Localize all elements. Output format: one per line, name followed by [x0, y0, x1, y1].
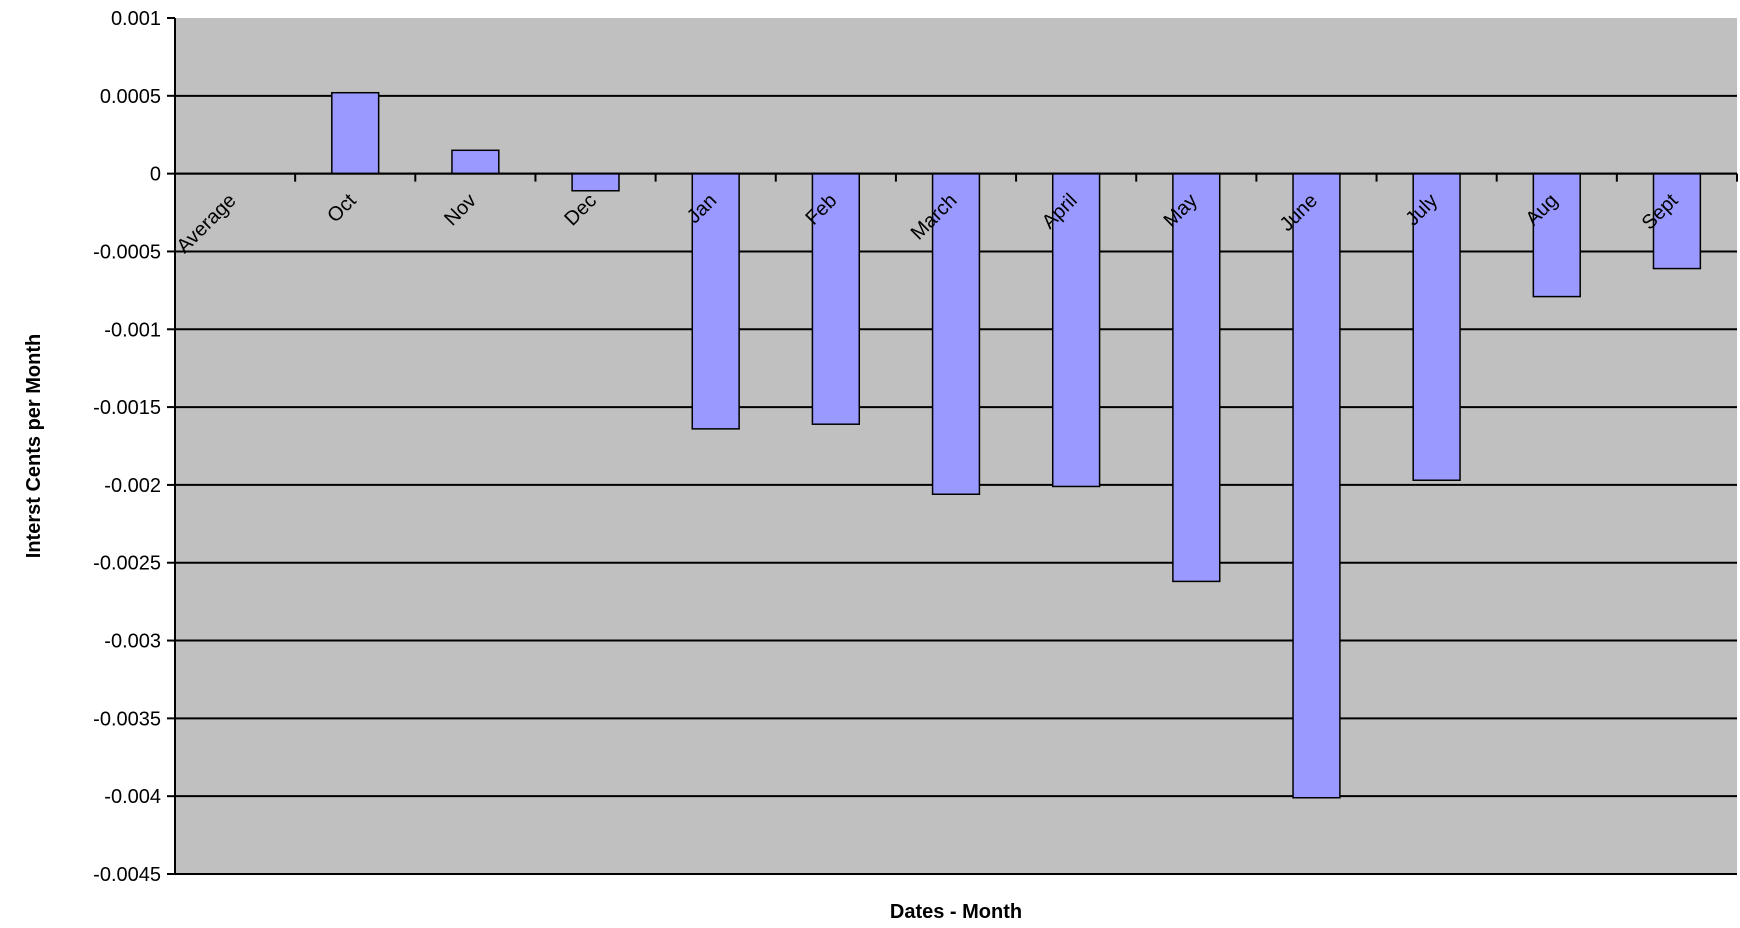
y-tick-label: 0	[150, 164, 161, 186]
bar-july	[1412, 172, 1461, 481]
bar-feb	[811, 172, 861, 425]
bar-aug	[1532, 172, 1581, 298]
bars	[331, 91, 1702, 799]
y-tick-label: -0.001	[104, 319, 161, 341]
bar-may	[1172, 172, 1221, 583]
y-tick-label: -0.0005	[93, 241, 161, 263]
y-axis-title: Interst Cents per Month	[23, 334, 45, 558]
bar-april	[1051, 172, 1101, 488]
y-tick-label: -0.0015	[93, 397, 161, 419]
bar-jan	[691, 172, 740, 430]
bar-march	[931, 172, 981, 495]
x-axis-title: Dates - Month	[890, 901, 1022, 923]
bar-dec	[571, 172, 620, 192]
y-tick-label: 0.001	[111, 8, 161, 30]
bar-sept	[1652, 172, 1702, 270]
y-tick-label: -0.0025	[93, 553, 161, 575]
bar-oct	[331, 91, 380, 175]
y-tick-label: 0.0005	[100, 86, 161, 108]
y-tick-label: -0.0045	[93, 864, 161, 886]
y-tick-labels: 0.001 0.0005 0 -0.0005 -0.001 -0.0015 -0.002 -0…	[93, 8, 161, 886]
y-tick-label: -0.003	[104, 631, 161, 653]
axes	[167, 17, 1738, 875]
y-tick-label: -0.002	[104, 475, 161, 497]
bar-nov	[451, 149, 500, 175]
y-tick-label: -0.0035	[93, 708, 161, 730]
y-tick-label: -0.004	[104, 786, 161, 808]
bar-june	[1292, 172, 1341, 799]
